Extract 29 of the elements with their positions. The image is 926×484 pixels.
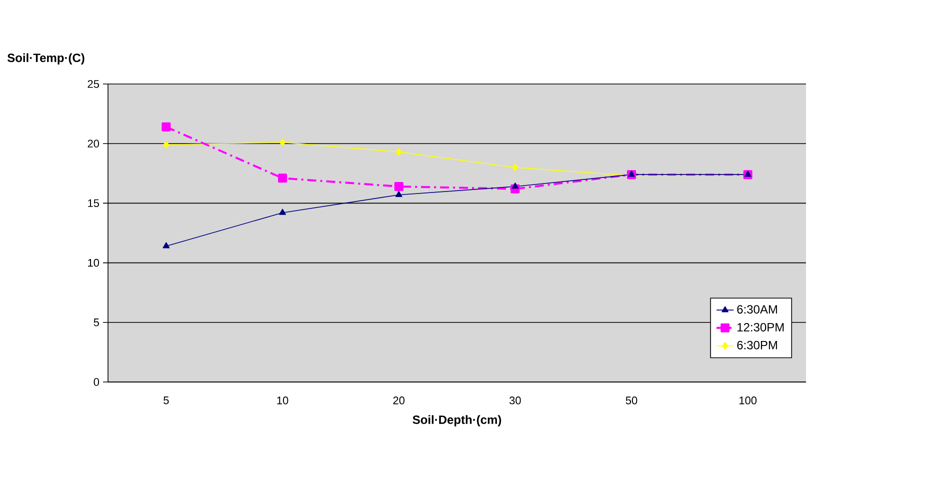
x-axis-title: Soil·Depth·(cm)	[412, 415, 502, 426]
y-axis-title: Soil·Temp·(C)	[7, 53, 84, 64]
y-tick-label: 15	[88, 199, 100, 208]
legend-label: 6:30AM	[737, 305, 777, 314]
x-tick-label: 5	[164, 396, 169, 404]
x-tick-label: 20	[393, 396, 405, 404]
y-tick-label: 20	[88, 140, 100, 148]
point	[512, 182, 519, 189]
point	[512, 164, 518, 172]
legend-label: 6:30PM	[737, 340, 777, 350]
y-tick-label: 10	[88, 258, 100, 267]
point	[628, 170, 635, 177]
legend-label: 12:30PM	[738, 322, 784, 332]
x-tick-label: 100	[739, 396, 757, 404]
point	[279, 138, 286, 146]
y-tick-label: 25	[88, 80, 100, 88]
point	[162, 122, 171, 132]
x-tick-label: 50	[626, 396, 638, 404]
point	[278, 174, 288, 183]
y-tick-label: 0	[94, 378, 100, 386]
point	[395, 190, 402, 197]
point	[394, 182, 404, 192]
point	[279, 208, 286, 215]
y-tick-label: 5	[94, 318, 100, 326]
x-tick-label: 30	[509, 396, 521, 404]
point	[162, 242, 170, 248]
x-tick-label: 10	[277, 396, 288, 404]
point	[163, 140, 170, 149]
point	[396, 148, 402, 156]
